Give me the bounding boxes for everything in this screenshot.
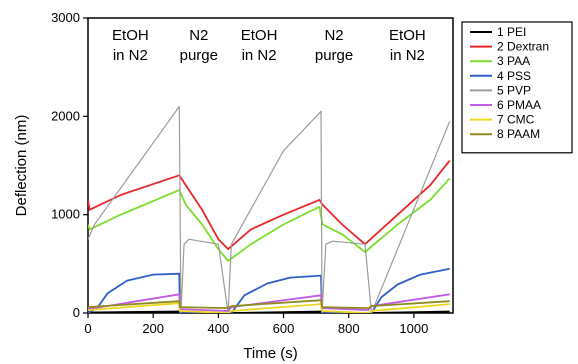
y-tick-label: 1000 — [51, 207, 80, 222]
phase-annotation-4: N2 purge — [315, 27, 353, 64]
y-axis-title: Deflection (nm) — [13, 115, 30, 217]
x-tick-label: 800 — [338, 321, 360, 336]
x-tick-label: 1000 — [399, 321, 428, 336]
x-tick-label: 400 — [208, 321, 230, 336]
series-line-4 — [88, 267, 450, 313]
series-lines — [88, 105, 451, 313]
phase-annotation-2: N2 purge — [180, 27, 218, 64]
legend-label-6: 6 PMAA — [497, 98, 541, 112]
series-line-3 — [88, 177, 451, 262]
axes: 0 200 400 600 800 1000 0 1000 2000 3000 — [51, 10, 428, 336]
series-line-2 — [88, 160, 451, 251]
x-tick-label: 200 — [142, 321, 164, 336]
x-tick-label: 600 — [273, 321, 295, 336]
legend-label-1: 1 PEI — [497, 25, 526, 39]
series-line-5 — [88, 105, 451, 313]
legend-label-5: 5 PVP — [497, 83, 531, 97]
legend-label-8: 8 PAAM — [497, 127, 540, 141]
legend-label-4: 4 PSS — [497, 69, 531, 83]
series-line-8 — [88, 299, 450, 310]
legend-label-3: 3 PAA — [497, 54, 530, 68]
legend-label-2: 2 Dextran — [497, 40, 549, 54]
phase-annotations: EtOH in N2 N2 purge EtOH in N2 N2 purge EtOH in N… — [112, 27, 426, 64]
x-tick-label: 0 — [84, 321, 91, 336]
phase-annotation-3: EtOH in N2 — [241, 27, 278, 64]
y-tick-label: 2000 — [51, 108, 80, 123]
phase-annotation-5: EtOH in N2 — [389, 27, 426, 64]
y-tick-label: 3000 — [51, 10, 80, 25]
legend-label-7: 7 CMC — [497, 113, 535, 127]
phase-annotation-1: EtOH in N2 — [112, 27, 149, 64]
x-axis-title: Time (s) — [243, 345, 297, 362]
legend-box — [461, 21, 573, 154]
y-tick-label: 0 — [73, 305, 80, 320]
